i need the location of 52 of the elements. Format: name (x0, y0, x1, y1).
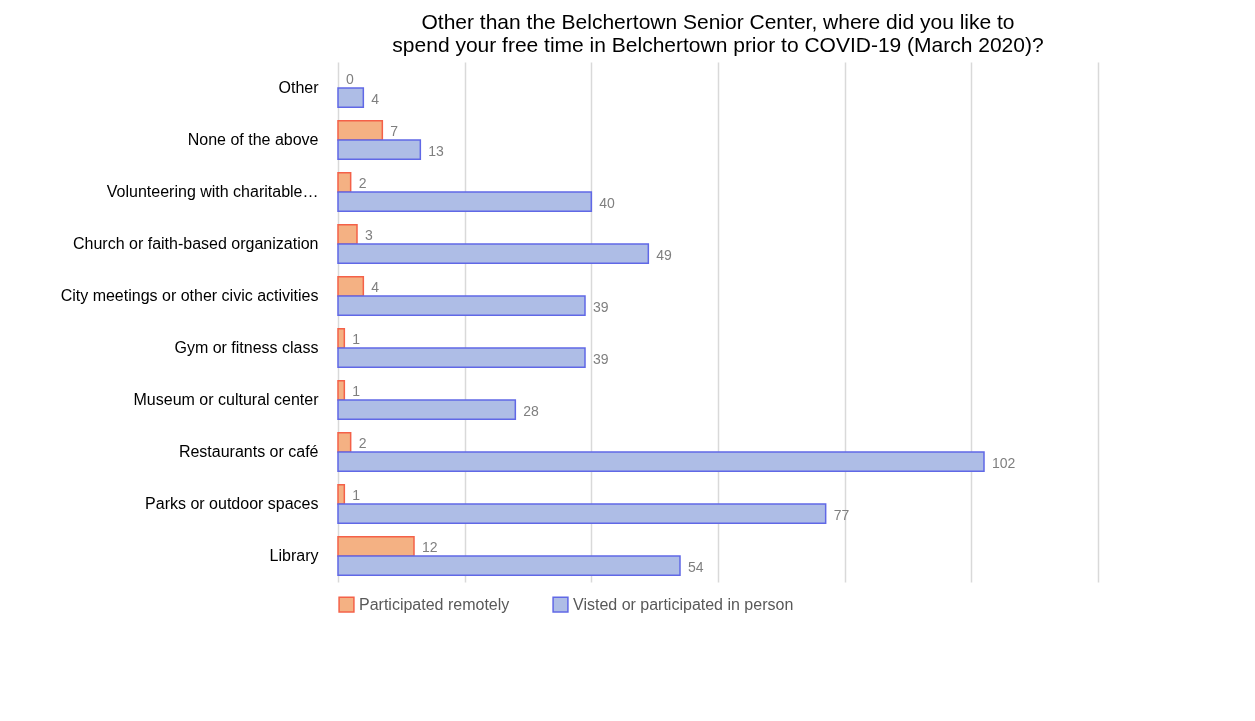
bar (337, 295, 586, 316)
data-label: 77 (833, 506, 850, 523)
y-tick-label: Museum or cultural center (133, 391, 320, 408)
data-label: 2 (358, 175, 367, 192)
bar (337, 120, 384, 141)
data-label: 1 (352, 383, 361, 400)
y-tick-label: Church or faith-based organization (73, 235, 319, 252)
y-tick-label: None of the above (187, 131, 319, 148)
bar (337, 224, 358, 245)
bar (337, 399, 517, 420)
data-label: 12 (422, 539, 438, 556)
bar (337, 484, 346, 505)
data-label: 4 (371, 90, 380, 107)
bar (337, 87, 365, 108)
y-tick-label: Gym or fitness class (174, 339, 319, 356)
bar (337, 328, 346, 349)
y-tick-label: Other (278, 79, 320, 96)
bar (337, 380, 346, 401)
data-label: 0 (346, 71, 354, 88)
data-label: 40 (599, 194, 616, 211)
bar (337, 503, 827, 524)
y-tick-label: Parks or outdoor spaces (145, 495, 319, 512)
data-label: 39 (593, 298, 609, 315)
data-label: 28 (523, 402, 540, 419)
bar (337, 347, 586, 368)
data-label: 102 (992, 454, 1016, 471)
y-tick-label: City meetings or other civic activities (60, 287, 319, 304)
data-label: 39 (593, 350, 609, 367)
bar (337, 432, 352, 453)
bar (337, 191, 593, 212)
data-label: 4 (371, 279, 380, 296)
bar (337, 172, 352, 193)
bar (337, 536, 415, 557)
data-label: 1 (352, 487, 361, 504)
y-tick-label: Restaurants or café (178, 443, 319, 460)
legend-label: Participated remotely (359, 595, 510, 613)
bar (337, 555, 681, 576)
chart-title: Other than the Belchertown Senior Center, where did you like to spend your free time in Belchertown prior to COVID-19 (March 2020)? (392, 10, 1044, 56)
y-tick-label: Library (269, 547, 319, 564)
data-label: 3 (365, 227, 373, 244)
y-tick-label: Volunteering with charitable… (106, 183, 319, 200)
data-label: 13 (428, 142, 445, 159)
bar (337, 243, 650, 264)
data-label: 7 (390, 123, 399, 140)
data-label: 54 (688, 558, 704, 575)
data-label: 1 (352, 331, 361, 348)
bar (337, 451, 985, 472)
bar (337, 139, 422, 160)
legend-label: Visted or participated in person (573, 595, 794, 613)
data-label: 49 (656, 246, 673, 263)
data-label: 2 (358, 435, 367, 452)
bar (337, 276, 365, 297)
